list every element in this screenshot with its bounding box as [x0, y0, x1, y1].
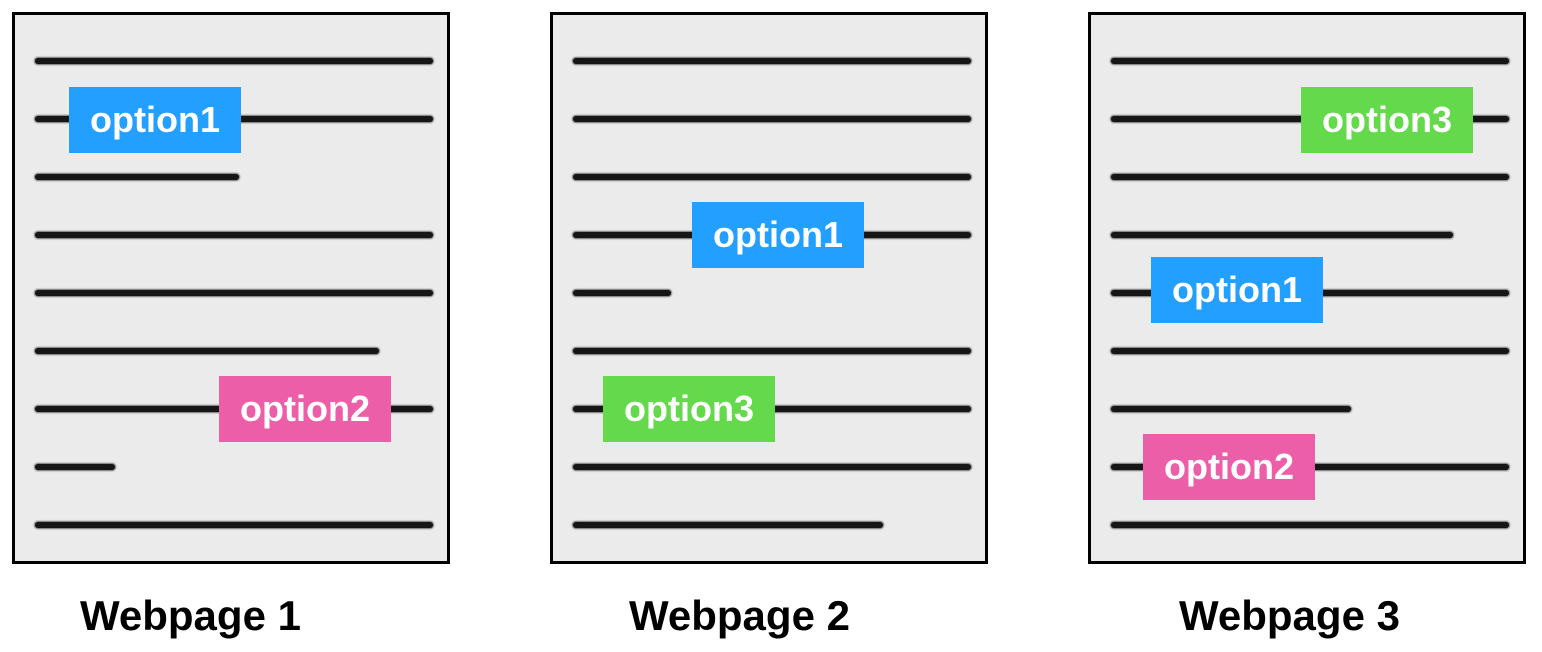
text-line	[1111, 174, 1509, 180]
text-line	[1111, 348, 1509, 354]
text-line	[573, 348, 971, 354]
text-line	[35, 348, 379, 354]
option3-badge: option3	[603, 376, 775, 442]
option2-badge: option2	[1143, 434, 1315, 500]
webpage-2-caption: Webpage 2	[629, 592, 850, 639]
text-line	[573, 290, 671, 296]
webpage-3-mockup: option3 option1 option2	[1088, 12, 1526, 564]
option3-badge: option3	[1301, 87, 1473, 153]
text-line	[1111, 58, 1509, 64]
text-line	[35, 232, 433, 238]
text-line	[1111, 522, 1509, 528]
option1-badge: option1	[692, 202, 864, 268]
webpage-2-mockup: option1 option3	[550, 12, 988, 564]
text-line	[35, 522, 433, 528]
option1-badge: option1	[69, 87, 241, 153]
webpage-1-caption: Webpage 1	[80, 592, 301, 639]
text-line	[35, 290, 433, 296]
option2-badge: option2	[219, 376, 391, 442]
text-line	[1111, 406, 1351, 412]
text-line	[573, 464, 971, 470]
option1-badge: option1	[1151, 257, 1323, 323]
text-line	[35, 464, 115, 470]
text-line	[573, 522, 883, 528]
text-line	[1111, 232, 1453, 238]
text-line	[35, 58, 433, 64]
text-line	[573, 116, 971, 122]
text-line	[573, 174, 971, 180]
text-line	[35, 174, 239, 180]
webpage-3-caption: Webpage 3	[1179, 592, 1400, 639]
text-line	[573, 58, 971, 64]
webpage-1-mockup: option1 option2	[12, 12, 450, 564]
